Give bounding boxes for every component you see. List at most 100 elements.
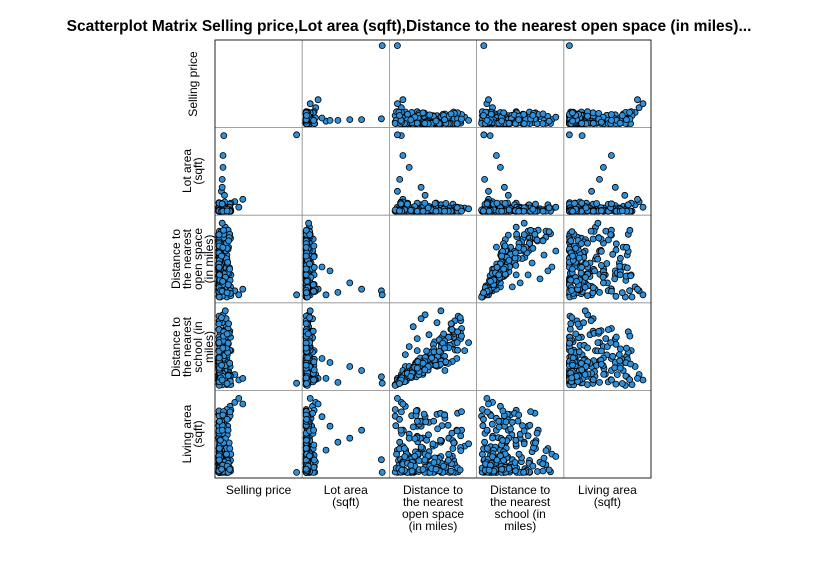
data-point (608, 111, 615, 118)
matrix-cell (563, 389, 652, 479)
data-point (310, 463, 318, 471)
data-point (495, 423, 503, 431)
data-point (529, 244, 537, 252)
data-point (397, 408, 405, 416)
data-point (507, 425, 515, 433)
data-point (428, 354, 436, 362)
data-point (426, 111, 434, 119)
data-point (539, 467, 547, 475)
data-point (539, 460, 547, 468)
data-point (566, 339, 573, 347)
data-point (447, 110, 455, 118)
data-point (223, 289, 231, 297)
data-point (566, 42, 573, 49)
data-point (618, 207, 626, 215)
data-point (441, 207, 449, 215)
data-point (432, 207, 440, 215)
data-point (302, 465, 310, 473)
scatter-panel (215, 219, 301, 301)
data-point (581, 283, 589, 291)
data-point (595, 234, 603, 242)
data-point (516, 279, 524, 287)
data-point (483, 200, 491, 208)
data-point (453, 339, 461, 347)
data-point (608, 376, 615, 384)
data-point (567, 347, 575, 355)
data-point (417, 183, 425, 191)
scatter-panel (566, 42, 647, 127)
y-axis-label: Lot area (sqft) (165, 128, 221, 216)
data-point (239, 195, 247, 203)
data-point (377, 115, 385, 123)
data-point (433, 319, 441, 327)
scatter-panel (566, 307, 647, 389)
data-point (608, 287, 615, 295)
data-point (413, 364, 421, 372)
data-point (584, 112, 591, 120)
data-point (422, 418, 430, 426)
data-point (302, 265, 310, 273)
data-point (322, 291, 330, 299)
data-point (621, 191, 629, 199)
data-point (407, 372, 415, 380)
data-point (505, 256, 513, 264)
data-point (520, 219, 528, 227)
data-point (293, 468, 301, 476)
data-point (293, 379, 301, 387)
scatter-panel (478, 219, 560, 301)
data-point (598, 118, 605, 126)
data-point (634, 195, 641, 203)
data-point (598, 261, 605, 269)
y-axis-label: Selling price (165, 40, 221, 128)
scatter-panel (391, 131, 473, 215)
data-point (609, 250, 617, 258)
data-point (396, 175, 404, 183)
data-point (502, 418, 510, 426)
data-point (358, 426, 366, 434)
data-point (639, 203, 647, 211)
data-point (634, 285, 641, 293)
data-point (609, 352, 617, 360)
data-point (495, 417, 503, 425)
data-point (441, 116, 449, 124)
data-point (515, 450, 523, 458)
data-point (582, 204, 590, 212)
data-point (520, 120, 528, 127)
data-point (568, 314, 576, 322)
data-point (623, 344, 630, 352)
data-point (589, 109, 597, 117)
data-point (584, 381, 591, 389)
data-point (489, 434, 497, 442)
data-point (574, 320, 582, 328)
data-point (334, 378, 342, 386)
data-point (223, 207, 231, 215)
data-point (310, 456, 318, 464)
data-point (303, 289, 310, 297)
data-point (495, 271, 503, 279)
data-point (239, 400, 247, 408)
data-point (569, 207, 576, 215)
data-point (618, 289, 626, 297)
data-point (572, 330, 580, 338)
data-point (398, 466, 406, 474)
data-point (447, 320, 455, 328)
data-point (589, 284, 597, 292)
data-point (221, 191, 228, 199)
data-point (391, 406, 399, 413)
data-point (413, 119, 421, 127)
data-point (310, 426, 318, 434)
data-point (378, 42, 386, 49)
x-axis-label: Distance to the nearest open space (in mile… (389, 484, 476, 532)
data-point (481, 438, 489, 446)
data-point (421, 366, 429, 374)
data-point (499, 436, 507, 444)
data-point (545, 228, 553, 236)
data-point (396, 207, 403, 215)
data-point (536, 275, 544, 283)
data-point (568, 228, 576, 236)
data-point (617, 345, 624, 353)
data-point (480, 42, 488, 49)
data-point (520, 231, 528, 239)
data-point (442, 199, 450, 207)
